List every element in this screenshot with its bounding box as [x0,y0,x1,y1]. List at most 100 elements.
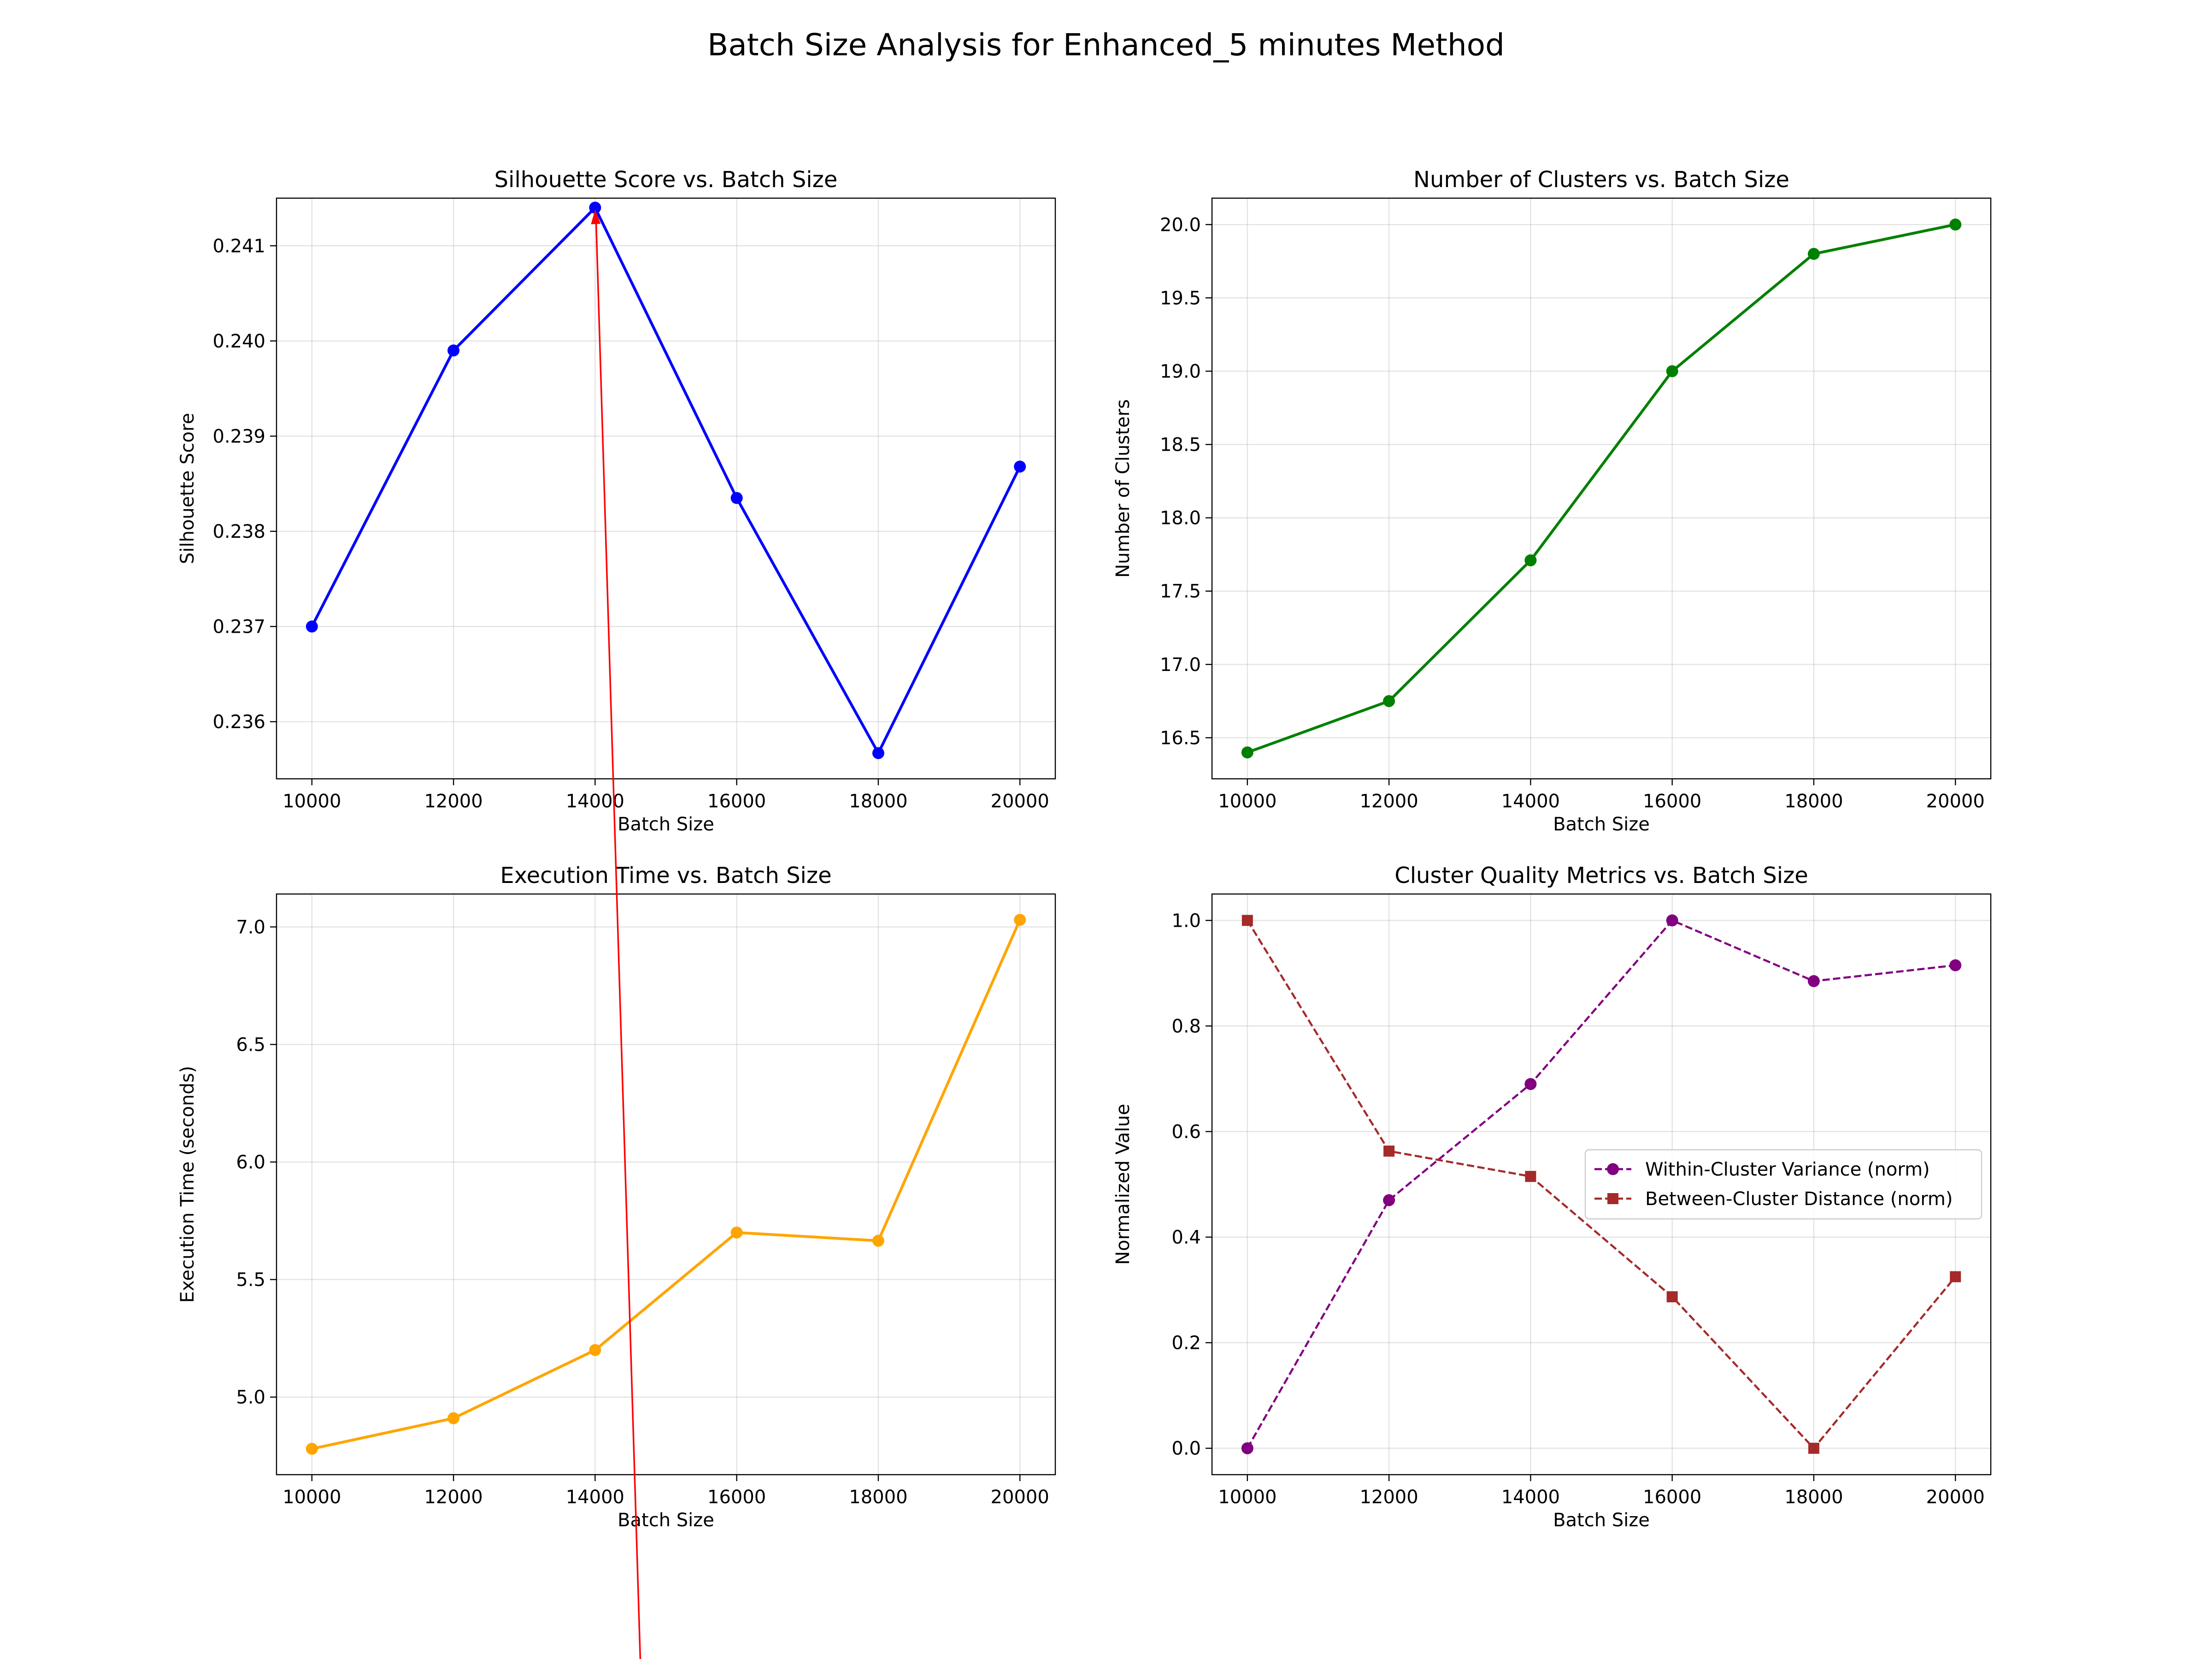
panel-title: Number of Clusters vs. Batch Size [1413,167,1789,193]
data-point [1383,1145,1395,1157]
x-tick-label: 20000 [991,791,1049,812]
y-axis-label: Number of Clusters [1112,399,1134,577]
y-tick-label: 0.0 [1171,1438,1201,1459]
panel-title: Execution Time vs. Batch Size [500,863,831,888]
x-tick-label: 18000 [1784,1487,1843,1508]
legend-marker [1607,1163,1619,1175]
axes-frame [276,893,1056,1476]
x-tick-label: 20000 [1926,1487,1985,1508]
y-tick-label: 6.0 [236,1152,265,1173]
data-point [1241,915,1253,926]
data-point [1241,746,1253,759]
data-point [447,1412,460,1424]
data-point [589,1344,601,1356]
data-point [1525,1171,1536,1182]
x-tick-label: 12000 [424,791,482,812]
y-tick-label: 0.6 [1171,1121,1201,1142]
y-tick-label: 5.5 [236,1270,265,1291]
data-point [589,201,601,214]
arrow-head [591,209,601,224]
x-tick-label: 18000 [1784,791,1843,812]
data-point [872,747,884,759]
y-tick-label: 20.0 [1160,214,1201,235]
data-point [872,1235,884,1247]
chart-panel-4: 10000 12000 14000 16000 18000 20000 0.0 0.2 0.4 0… [1112,863,1992,1531]
x-tick-label: 10000 [1218,1487,1277,1508]
annotation-arrow [591,209,641,1659]
arrow-shaft [595,219,641,1659]
data-point [1666,914,1678,927]
data-point [730,1226,743,1239]
x-axis-label: Batch Size [1553,814,1650,835]
y-tick-label: 0.4 [1171,1227,1201,1248]
y-tick-label: 0.8 [1171,1016,1201,1037]
legend-box [1584,1149,1983,1220]
x-axis-label: Batch Size [1553,1510,1650,1531]
data-point [1383,695,1395,707]
y-tick-label: 0.236 [212,712,265,733]
data-point [306,1442,318,1455]
y-tick-label: 1.0 [1171,910,1201,931]
data-point [1950,1271,1961,1282]
series-1 [306,201,1026,759]
x-tick-label: 18000 [849,1487,907,1508]
legend-marker [1607,1193,1618,1204]
x-tick-label: 14000 [566,791,624,812]
x-tick-label: 18000 [849,791,907,812]
series-2 [1241,915,1961,1454]
y-tick-label: 17.0 [1160,654,1201,676]
series-line [312,919,1021,1450]
x-tick-label: 14000 [1501,1487,1560,1508]
data-point [1014,914,1026,926]
figure-title: Batch Size Analysis for Enhanced_5 minut… [707,27,1505,63]
data-point [1524,1078,1537,1090]
y-axis-label: Execution Time (seconds) [177,1066,198,1303]
data-point [1949,959,1962,971]
axes-frame [276,197,1056,780]
x-tick-label: 14000 [566,1487,624,1508]
data-point [1524,554,1537,566]
data-point [1949,218,1962,231]
y-axis-label: Silhouette Score [177,413,198,564]
series-line [311,206,1021,755]
x-tick-label: 14000 [1501,791,1560,812]
y-tick-label: 0.237 [212,617,265,638]
series-1 [1241,218,1962,759]
series-line [1246,919,1956,1449]
data-point [1014,460,1026,473]
y-axis-label: Normalized Value [1112,1104,1134,1265]
y-tick-label: 0.241 [212,235,265,257]
x-tick-label: 10000 [1218,791,1277,812]
series-1 [1241,914,1962,1454]
x-axis-label: Batch Size [618,1510,714,1531]
series-line [1246,920,1956,1449]
data-point [1808,1442,1819,1454]
data-point [1241,1442,1253,1454]
y-tick-label: 0.2 [1171,1333,1201,1354]
data-point [447,344,460,357]
data-point [1807,975,1820,987]
y-tick-label: 5.0 [236,1387,265,1408]
x-tick-label: 20000 [991,1487,1049,1508]
y-tick-label: 0.240 [212,331,265,352]
y-tick-label: 19.5 [1160,288,1201,309]
data-point [1666,1291,1678,1302]
y-tick-label: 0.238 [212,521,265,542]
x-tick-label: 16000 [1643,1487,1701,1508]
x-tick-label: 12000 [1359,1487,1418,1508]
series-1 [306,914,1026,1455]
x-tick-label: 12000 [1359,791,1418,812]
legend-label: Between-Cluster Distance (norm) [1645,1188,1953,1210]
x-tick-label: 10000 [282,791,341,812]
data-point [306,620,318,633]
panel-title: Silhouette Score vs. Batch Size [494,167,838,193]
y-tick-label: 6.5 [236,1034,265,1055]
data-point [730,492,743,504]
chart-panel-3: 10000 12000 14000 16000 18000 20000 5.0 5.5 6.0 6… [177,863,1056,1531]
x-tick-label: 16000 [707,791,766,812]
x-tick-label: 16000 [1643,791,1701,812]
chart-panel-2: 10000 12000 14000 16000 18000 20000 16.5 17.0 17… [1112,167,1992,835]
data-point [1807,247,1820,260]
y-tick-label: 0.239 [212,426,265,447]
series-line [1247,223,1956,754]
